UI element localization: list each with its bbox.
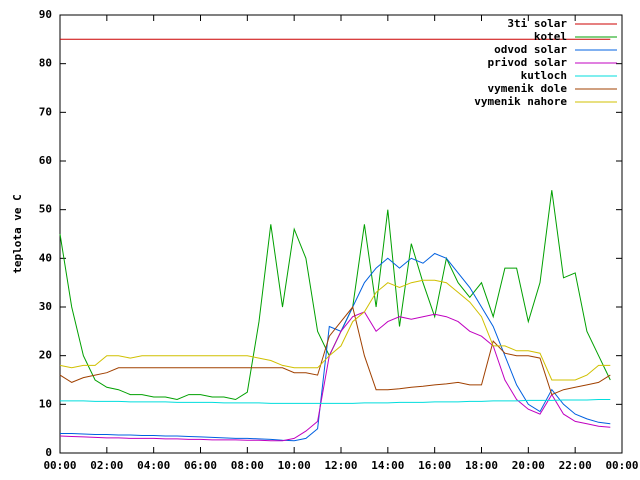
legend-label: vymenik dole	[488, 82, 568, 95]
x-tick-label: 16:00	[418, 459, 451, 472]
x-tick-label: 04:00	[137, 459, 170, 472]
x-tick-label: 06:00	[184, 459, 217, 472]
x-tick-label: 18:00	[465, 459, 498, 472]
y-tick-label: 70	[39, 105, 52, 118]
legend-label: vymenik nahore	[474, 95, 567, 108]
series-line	[59, 305, 611, 396]
legend-label: 3ti solar	[507, 17, 567, 30]
legend-label: odvod solar	[494, 43, 567, 56]
x-tick-label: 10:00	[278, 459, 311, 472]
x-tick-label: 22:00	[559, 459, 592, 472]
y-tick-label: 0	[45, 446, 52, 459]
legend-label: privod solar	[488, 56, 568, 69]
x-tick-label: 00:00	[43, 459, 76, 472]
y-tick-label: 90	[39, 8, 52, 21]
y-tick-label: 10	[39, 397, 52, 410]
series-line	[60, 399, 611, 404]
y-axis-label: teplota ve C	[11, 194, 24, 273]
legend-label: kotel	[534, 30, 567, 43]
x-tick-label: 08:00	[231, 459, 264, 472]
x-tick-label: 02:00	[90, 459, 123, 472]
x-tick-label: 20:00	[512, 459, 545, 472]
series-line	[60, 252, 611, 442]
y-tick-label: 20	[39, 349, 52, 362]
series-line	[59, 279, 611, 381]
y-tick-label: 60	[39, 154, 52, 167]
y-tick-label: 50	[39, 203, 52, 216]
series-line	[59, 311, 611, 442]
x-tick-label: 00:00	[605, 459, 638, 472]
x-tick-label: 14:00	[371, 459, 404, 472]
legend-label: kutloch	[521, 69, 567, 82]
y-tick-label: 80	[39, 57, 52, 70]
x-tick-label: 12:00	[324, 459, 357, 472]
y-tick-label: 30	[39, 300, 52, 313]
y-tick-label: 40	[39, 251, 52, 264]
